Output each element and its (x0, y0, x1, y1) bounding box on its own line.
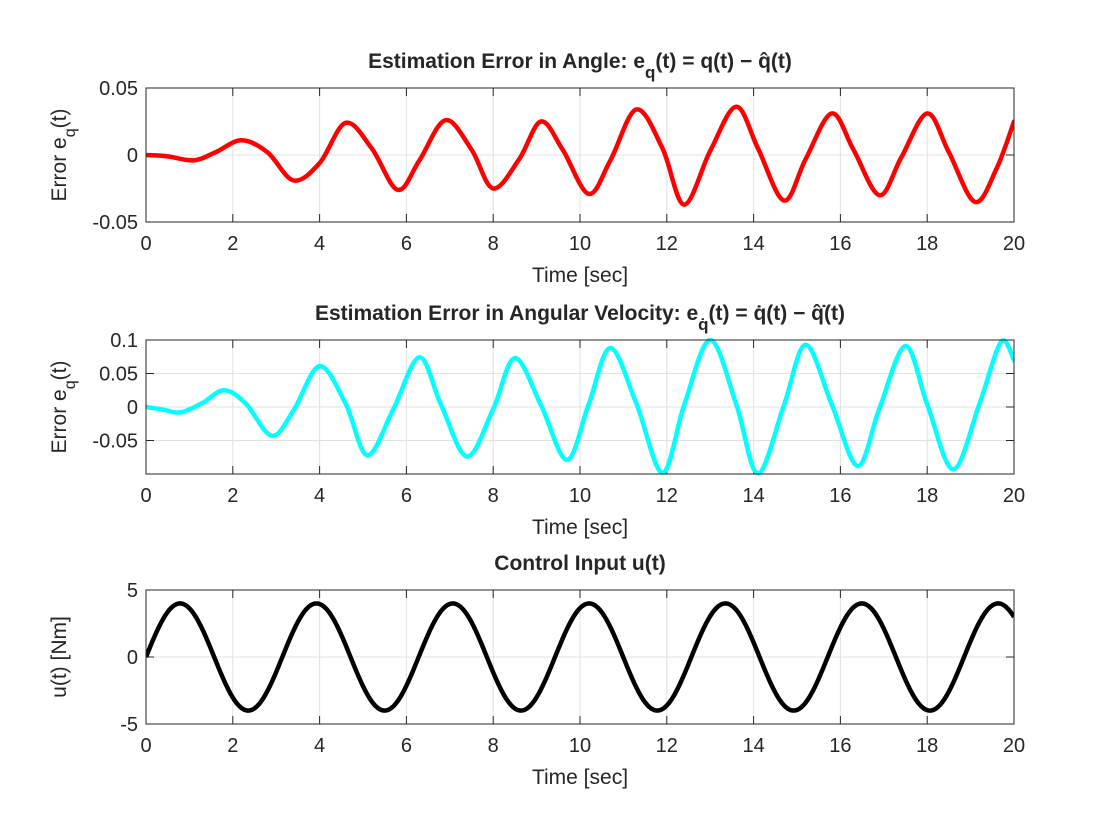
x-tick-label: 16 (829, 233, 851, 255)
y-axis-label: Error eq(t) (48, 109, 79, 202)
y-tick-label: 0 (127, 647, 138, 669)
x-tick-label: 20 (1003, 233, 1025, 255)
x-tick-label: 10 (569, 485, 591, 507)
y-axis-label: u(t) [Nm] (48, 616, 71, 698)
x-tick-label: 4 (314, 735, 325, 757)
y-tick-label: 0 (127, 397, 138, 419)
y-axis-label-subscript: q (62, 380, 79, 389)
x-tick-label: 6 (401, 485, 412, 507)
x-tick-label: 18 (916, 233, 938, 255)
chart-title-rest: (t) = q̇(t) − q̂̇(t) (709, 302, 845, 325)
y-axis-label-main: u(t) [Nm] (48, 616, 71, 698)
y-tick-label: -0.05 (92, 212, 138, 234)
x-tick-label: 16 (829, 485, 851, 507)
x-tick-label: 14 (742, 735, 764, 757)
chart-title-subscript: q̇ (698, 315, 708, 334)
x-tick-label: 8 (488, 735, 499, 757)
axes-box (145, 589, 1015, 725)
x-tick-label: 10 (569, 735, 591, 757)
x-tick-label: 0 (140, 735, 151, 757)
y-axis-label: Error eq(t) (48, 361, 79, 454)
x-tick-label: 10 (569, 233, 591, 255)
series-line (146, 104, 1014, 207)
x-tick-label: 16 (829, 735, 851, 757)
x-tick-label: 0 (140, 233, 151, 255)
x-tick-label: 0 (140, 485, 151, 507)
chart-title-rest: (t) = q(t) − q̂(t) (655, 50, 791, 73)
series-line (146, 601, 1014, 713)
x-tick-label: 14 (742, 485, 764, 507)
y-tick-label: 0.1 (110, 330, 138, 352)
y-axis-label-main: Error e (48, 137, 71, 201)
chart-title-main: Estimation Error in Angle: e (368, 50, 645, 73)
y-tick-label: -5 (120, 714, 138, 736)
x-tick-label: 2 (227, 233, 238, 255)
x-tick-label: 18 (916, 735, 938, 757)
x-tick-label: 6 (401, 735, 412, 757)
y-axis-label-rest: (t) (48, 361, 71, 381)
x-axis-label: Time [sec] (532, 264, 628, 287)
series-line (146, 338, 1014, 476)
axes-box (145, 87, 1015, 223)
x-tick-label: 2 (227, 735, 238, 757)
chart-title: Control Input u(t) (494, 552, 665, 575)
x-tick-label: 12 (656, 233, 678, 255)
chart-title-subscript: q (645, 63, 655, 82)
x-tick-label: 18 (916, 485, 938, 507)
y-axis-label-main: Error e (48, 389, 71, 453)
y-tick-label: 5 (127, 580, 138, 602)
y-axis-label-subscript: q (62, 128, 79, 137)
y-tick-label: 0.05 (99, 364, 138, 386)
chart-title: Estimation Error in Angle: eq(t) = q(t) … (368, 50, 792, 82)
axes-box (145, 339, 1015, 475)
x-tick-label: 20 (1003, 735, 1025, 757)
y-tick-label: 0.05 (99, 78, 138, 100)
chart-title-main: Estimation Error in Angular Velocity: e (315, 302, 698, 325)
x-tick-label: 12 (656, 485, 678, 507)
x-tick-label: 4 (314, 233, 325, 255)
x-axis-label: Time [sec] (532, 766, 628, 789)
chart-title-main: Control Input u(t) (494, 552, 665, 575)
x-tick-label: 2 (227, 485, 238, 507)
x-tick-label: 14 (742, 233, 764, 255)
x-tick-label: 20 (1003, 485, 1025, 507)
x-axis-label: Time [sec] (532, 516, 628, 539)
x-tick-label: 8 (488, 233, 499, 255)
x-tick-label: 8 (488, 485, 499, 507)
chart-title: Estimation Error in Angular Velocity: eq… (315, 302, 845, 334)
y-tick-label: -0.05 (92, 431, 138, 453)
x-tick-label: 12 (656, 735, 678, 757)
x-tick-label: 6 (401, 233, 412, 255)
x-tick-label: 4 (314, 485, 325, 507)
y-axis-label-rest: (t) (48, 109, 71, 129)
subplot-2: 0 2 4 6 8 10 12 14 16 18 20 -0.05 0 0.05 0.1 Estimation… (48, 302, 1025, 539)
y-tick-label: 0 (127, 145, 138, 167)
